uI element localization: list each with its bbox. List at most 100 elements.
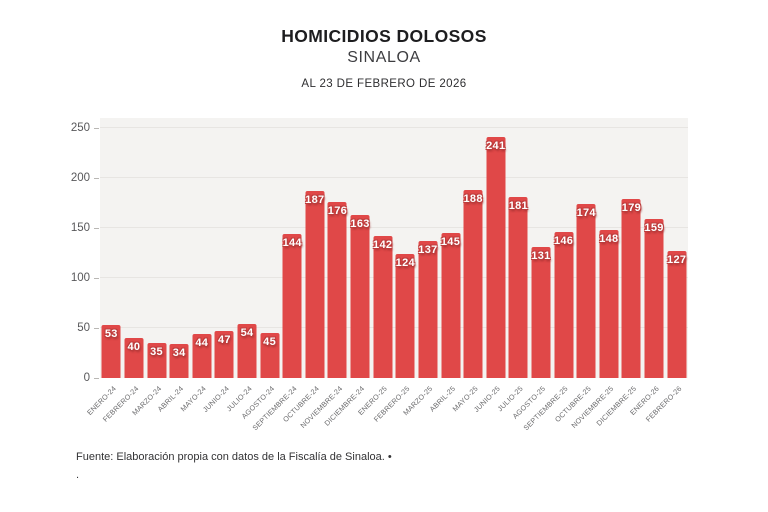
bar-value-label: 187 <box>305 194 325 206</box>
bar-value-label: 131 <box>531 250 551 262</box>
bar-value-label: 148 <box>599 233 619 245</box>
y-axis-tick-mark <box>94 128 99 129</box>
bar-value-label: 47 <box>217 334 231 346</box>
bar-slot: 54 JULIO-24 <box>224 118 259 413</box>
gridline <box>100 127 688 128</box>
source-note-line2: . <box>76 469 80 482</box>
chart-date-annotation: AL 23 DE FEBRERO DE 2026 <box>301 77 467 90</box>
bar-slot: 241 JUNIO-25 <box>472 118 507 414</box>
bar-slot: 124 FEBRERO-25 <box>372 118 417 424</box>
bar <box>237 324 257 378</box>
bar-value-label: 163 <box>350 218 370 230</box>
bar <box>101 325 121 378</box>
gridline <box>100 227 688 228</box>
chart-header: HOMICIDIOS DOLOSOS SINALOA AL 23 DE FEBR… <box>0 26 768 90</box>
bar-slot: 145 ABRIL-25 <box>427 118 462 414</box>
bar <box>260 333 280 378</box>
y-axis-tick-label: 150 <box>70 222 90 234</box>
bar-value-label: 179 <box>621 202 642 214</box>
bar-value-label: 35 <box>150 346 163 358</box>
bar-slot: 146 SEPTIEMBRE-25 <box>522 118 575 432</box>
bar-value-label: 146 <box>553 235 574 247</box>
bar-slot: 35 MARZO-24 <box>130 118 168 417</box>
gridline <box>100 177 688 178</box>
bar-value-label: 137 <box>418 244 438 256</box>
bar-slot: 187 OCTUBRE-24 <box>281 118 327 424</box>
bar-slot: 137 MARZO-25 <box>401 118 440 417</box>
bar-value-label: 181 <box>508 200 528 212</box>
bar-slot: 179 DICIEMBRE-25 <box>594 118 643 428</box>
bar <box>644 219 664 378</box>
y-axis-tick-mark <box>94 328 99 329</box>
bar-slot: 53 ENERO-24 <box>85 118 123 417</box>
bar-slot: 188 MAYO-25 <box>450 118 485 413</box>
bar-value-label: 188 <box>463 193 483 205</box>
y-axis-tick-mark <box>94 378 99 379</box>
bar <box>373 236 393 378</box>
chart-title: HOMICIDIOS DOLOSOS <box>281 26 487 46</box>
bar <box>531 247 551 378</box>
bar-slot: 142 ENERO-25 <box>356 118 394 417</box>
bar <box>599 230 619 378</box>
y-axis-tick-label: 50 <box>77 322 90 334</box>
bar-slot: 127 FEBRERO-26 <box>643 118 688 424</box>
bar-value-label: 124 <box>395 257 415 269</box>
bar-slot: 163 DICIEMBRE-24 <box>323 118 372 428</box>
bar <box>621 199 641 378</box>
bar <box>282 234 302 378</box>
y-axis-tick-label: 250 <box>70 122 90 134</box>
bar <box>667 251 687 378</box>
bar <box>124 338 144 378</box>
bar-slot: 174 OCTUBRE-25 <box>553 118 598 424</box>
bar-value-label: 34 <box>172 347 186 359</box>
bar <box>441 233 461 378</box>
y-axis-tick-label: 100 <box>70 272 90 284</box>
source-note-line1: Fuente: Elaboración propia con datos de … <box>76 451 392 463</box>
bar-slot: 159 ENERO-26 <box>628 118 666 417</box>
bar <box>576 204 596 378</box>
y-axis-tick-label: 200 <box>70 172 90 184</box>
y-axis-tick-mark <box>94 278 99 279</box>
bar <box>192 334 212 378</box>
bar <box>327 202 347 378</box>
bar-slot: 176 NOVIEMBRE-24 <box>298 118 349 430</box>
plot-area: 53 ENERO-24 40 FEBRERO-24 35 MARZO-24 34 ABRIL-… <box>85 118 688 432</box>
bar <box>214 331 234 378</box>
chart-subtitle: SINALOA <box>347 48 421 66</box>
bar-value-label: 127 <box>667 254 687 266</box>
bar <box>395 254 415 378</box>
bar-slot: 131 AGOSTO-25 <box>511 118 553 421</box>
bar-value-label: 241 <box>486 140 506 152</box>
bar-slot: 34 ABRIL-24 <box>156 118 191 414</box>
bar <box>486 137 506 378</box>
bar-value-label: 142 <box>373 239 393 251</box>
y-axis-tick-mark <box>94 178 99 179</box>
bar-slot: 144 SEPTIEMBRE-24 <box>250 118 304 432</box>
bar-value-label: 40 <box>127 341 141 353</box>
bar-value-label: 54 <box>240 327 254 339</box>
bar-value-label: 53 <box>104 328 118 340</box>
gridline <box>100 277 688 278</box>
bar <box>463 190 483 378</box>
bar-slot: 148 NOVIEMBRE-25 <box>569 118 621 430</box>
y-axis-tick-mark <box>94 228 99 229</box>
bar-value-label: 144 <box>282 237 302 249</box>
bar <box>350 215 370 378</box>
bar-slot: 45 AGOSTO-24 <box>239 118 281 421</box>
bar-value-label: 145 <box>440 236 461 248</box>
bar-value-label: 174 <box>576 207 596 219</box>
bar <box>305 191 325 378</box>
bar-value-label: 159 <box>644 222 664 234</box>
source-note: Fuente: Elaboración propia con datos de … <box>76 448 392 484</box>
bar-value-label: 44 <box>195 337 209 349</box>
bar-slot: 44 MAYO-24 <box>179 118 213 413</box>
bar <box>508 197 528 378</box>
bar-slot: 47 JUNIO-24 <box>201 118 236 414</box>
gridline <box>100 327 688 328</box>
bar-value-label: 176 <box>327 205 348 217</box>
bar-slot: 40 FEBRERO-24 <box>101 118 146 424</box>
bar <box>554 232 574 378</box>
bar <box>169 344 189 378</box>
bar <box>147 343 167 378</box>
